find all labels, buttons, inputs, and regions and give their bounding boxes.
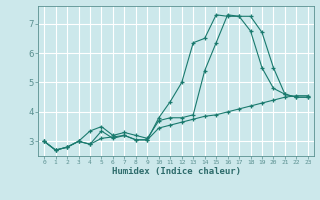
X-axis label: Humidex (Indice chaleur): Humidex (Indice chaleur) bbox=[111, 167, 241, 176]
